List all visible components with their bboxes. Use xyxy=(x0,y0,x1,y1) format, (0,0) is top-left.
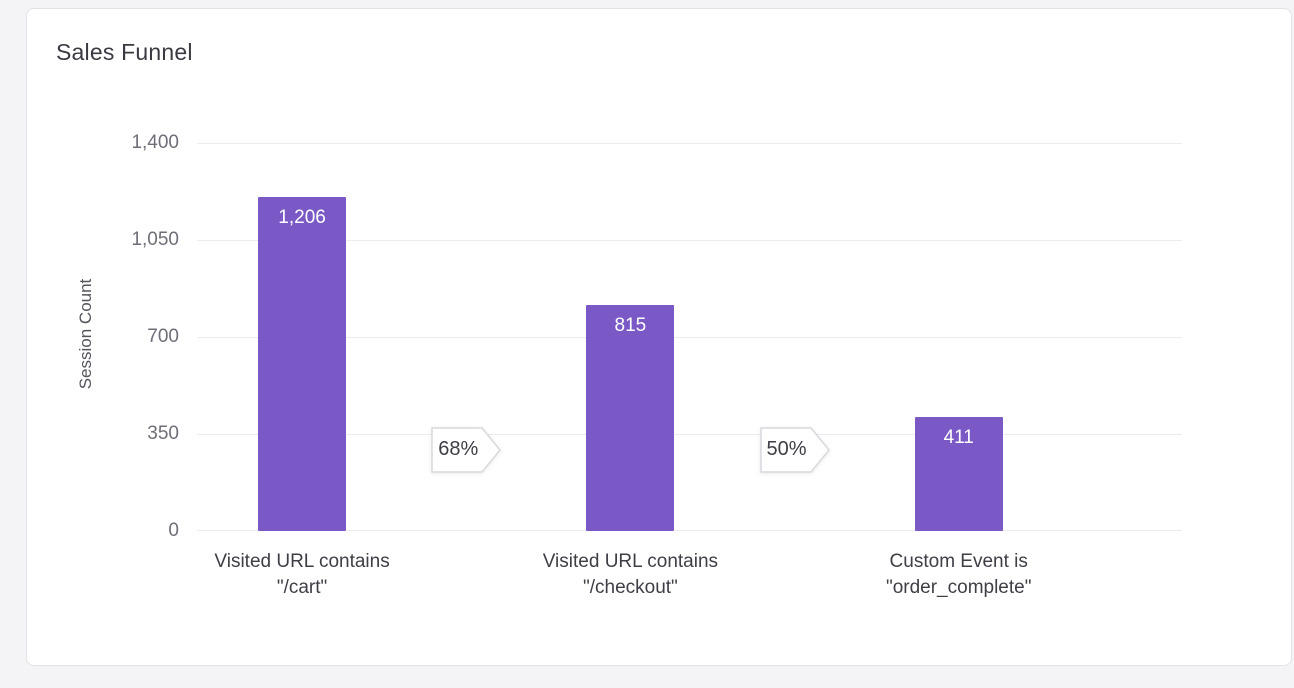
conversion-chip: 68% xyxy=(431,426,502,473)
conversion-rate-label: 68% xyxy=(438,438,479,461)
x-category-label: Custom Event is "order_complete" xyxy=(885,551,1032,598)
funnel-bar[interactable]: 815 xyxy=(586,305,675,531)
bar-value-label: 1,206 xyxy=(278,206,326,228)
plot-area: 1,206 815 411 68% 50% xyxy=(197,143,1182,531)
y-tick-label: 350 xyxy=(147,423,179,444)
funnel-bar[interactable]: 411 xyxy=(914,417,1003,531)
x-category-label: Visited URL contains "/checkout" xyxy=(542,551,719,598)
y-axis-ticks: 1,400 1,050 700 350 0 xyxy=(27,132,179,541)
sales-funnel-card: Sales Funnel Session Count 1,400 1,050 700… xyxy=(26,8,1292,666)
gridline xyxy=(197,530,1182,531)
chip-arrow-shape xyxy=(759,426,830,473)
gridline xyxy=(197,240,1182,241)
chip-arrow-shape xyxy=(431,426,502,473)
funnel-bar[interactable]: 1,206 xyxy=(258,196,347,531)
gridline xyxy=(197,434,1182,435)
bar-value-label: 815 xyxy=(614,315,647,337)
y-tick-label: 1,050 xyxy=(131,229,179,250)
x-category-label: Visited URL contains "/cart" xyxy=(214,551,390,598)
x-axis-labels: Visited URL contains "/cart" Visited URL … xyxy=(197,549,1182,619)
y-tick-label: 700 xyxy=(147,326,179,347)
conversion-rate-label: 50% xyxy=(766,438,807,461)
y-tick-label: 0 xyxy=(168,520,179,541)
gridline xyxy=(197,143,1182,144)
conversion-chip: 50% xyxy=(759,426,830,473)
chart-title: Sales Funnel xyxy=(56,39,193,65)
bar-value-label: 411 xyxy=(943,427,974,449)
y-tick-label: 1,400 xyxy=(131,132,179,153)
gridline xyxy=(197,337,1182,338)
